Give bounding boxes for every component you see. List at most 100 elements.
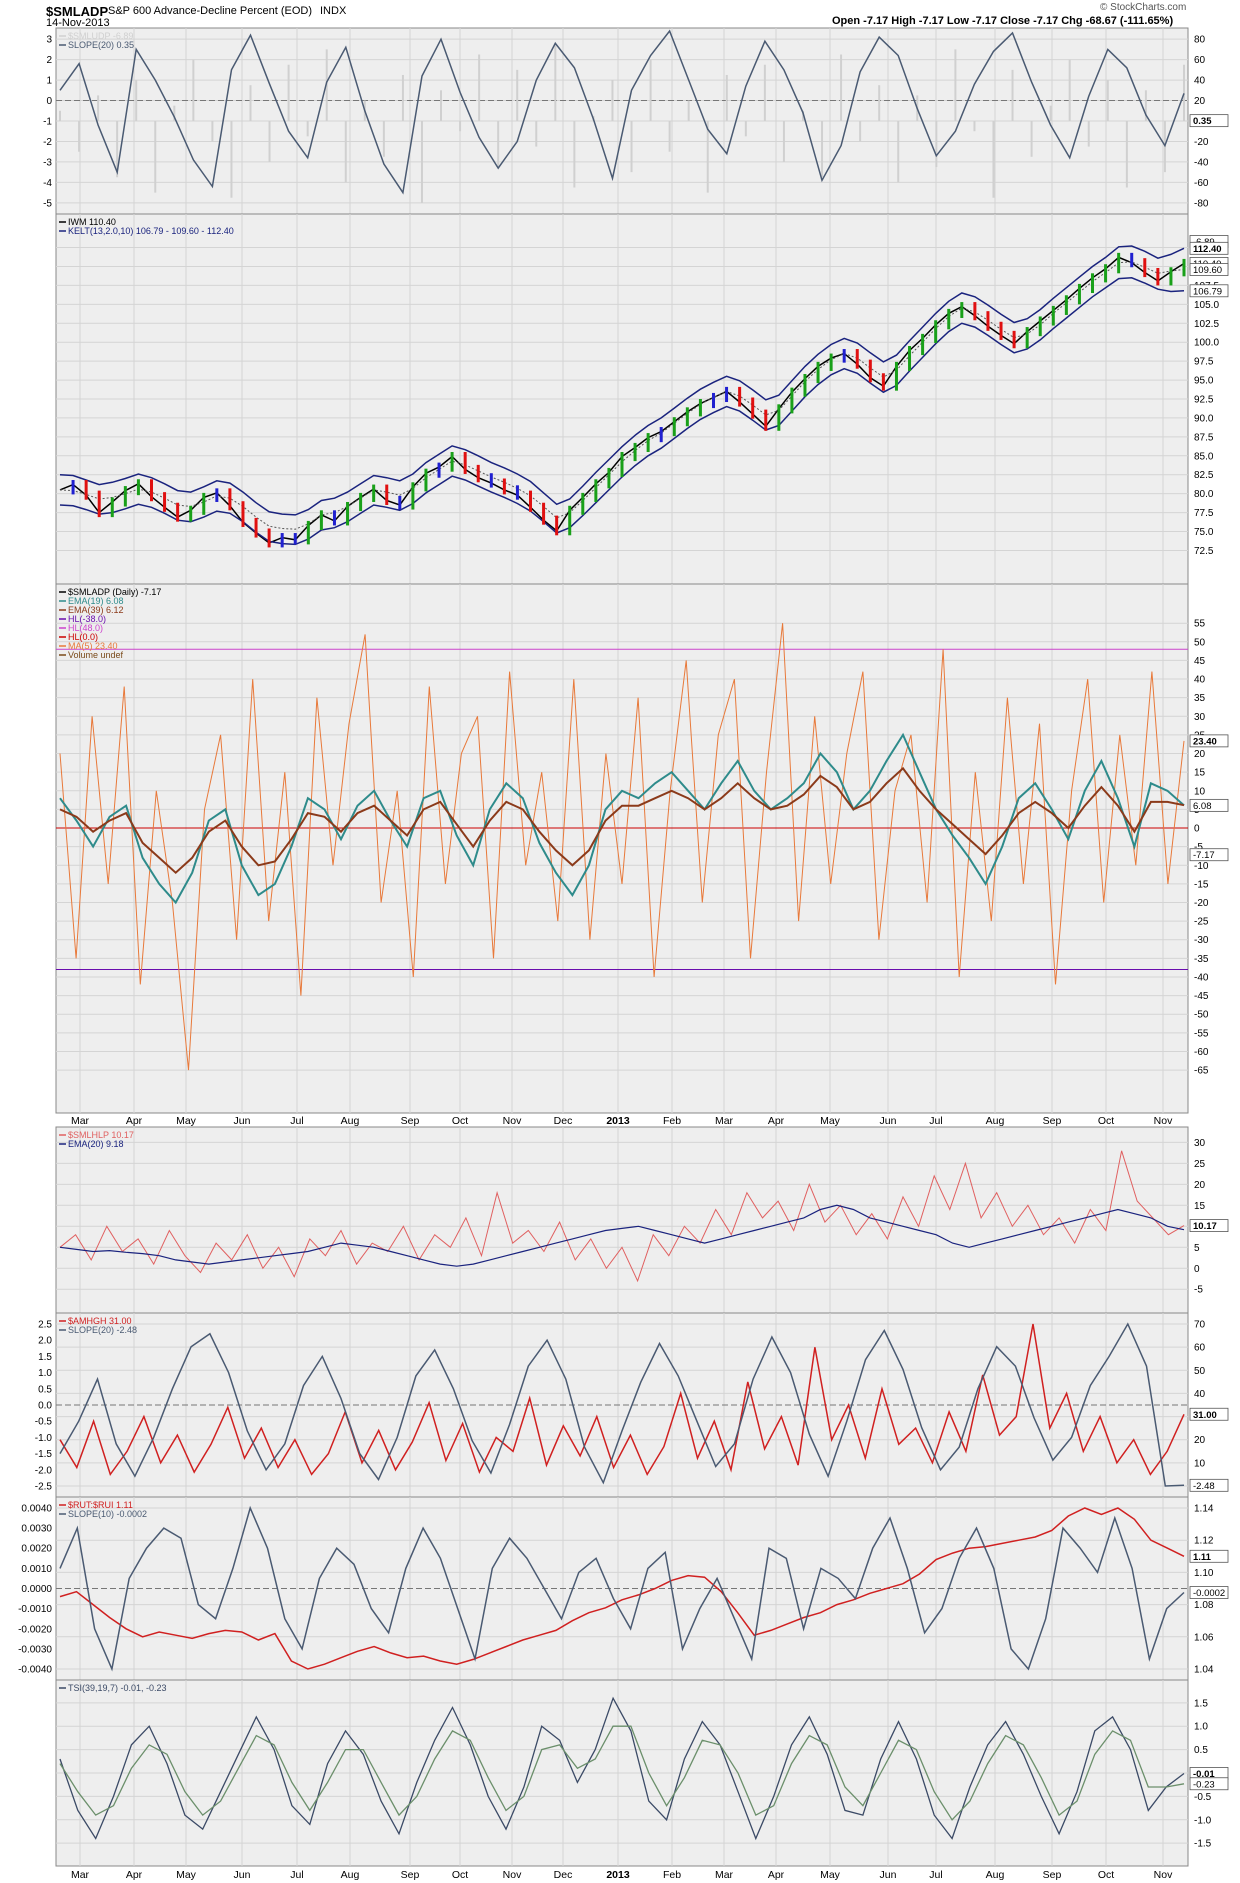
last-value-label: 6.08 xyxy=(1193,801,1212,812)
legend-label: SLOPE(10) -0.0002 xyxy=(68,1509,147,1519)
left-tick-label: -0.5 xyxy=(35,1417,53,1428)
month-label: Jul xyxy=(290,1115,303,1127)
panel-5: 7060504030201002.52.01.51.00.50.0-0.5-1.… xyxy=(35,1312,1229,1498)
left-tick-label: 1.5 xyxy=(38,1352,52,1363)
series-line xyxy=(59,29,1185,195)
right-tick-label: -30 xyxy=(1194,935,1209,946)
series-line xyxy=(59,623,1185,1071)
last-value-label: -7.17 xyxy=(1193,850,1215,861)
right-tick-label: 1.04 xyxy=(1194,1665,1214,1676)
last-value-box xyxy=(1189,284,1229,298)
legend-label: $RUT:$RUI 1.11 xyxy=(68,1500,133,1510)
month-label: Feb xyxy=(663,1115,681,1127)
quote-summary: Open -7.17 High -7.17 Low -7.17 Close -7… xyxy=(832,15,1174,27)
right-tick-label: -40 xyxy=(1194,972,1209,983)
month-label: Dec xyxy=(554,1869,573,1881)
legend-label: SLOPE(20) -2.48 xyxy=(68,1325,137,1335)
header-description: S&P 600 Advance-Decline Percent (EOD) xyxy=(108,5,313,17)
right-tick-label: 105.0 xyxy=(1194,300,1219,311)
last-value-box xyxy=(1189,1219,1229,1232)
right-tick-label: -1.5 xyxy=(1194,1839,1212,1850)
last-value-box xyxy=(1189,1478,1229,1492)
right-tick-label: -0.5 xyxy=(1194,1792,1212,1803)
right-tick-label: -15 xyxy=(1194,879,1209,890)
right-tick-label: 10 xyxy=(1194,786,1206,797)
right-tick-label: 20 xyxy=(1194,1180,1206,1191)
left-tick-label: -1.5 xyxy=(35,1449,53,1460)
legend-label: EMA(39) 6.12 xyxy=(68,605,124,615)
right-tick-label: 40 xyxy=(1194,1389,1206,1400)
series-line xyxy=(59,1696,1185,1841)
right-tick-label: -1.0 xyxy=(1194,1815,1212,1826)
right-tick-label: -20 xyxy=(1194,137,1209,148)
right-tick-label: -25 xyxy=(1194,917,1209,928)
last-value-box xyxy=(1189,1407,1229,1421)
legend-label: SLOPE(20) 0.35 xyxy=(68,40,134,50)
last-value-box xyxy=(1189,1549,1229,1563)
panel-frame xyxy=(55,1126,1189,1314)
left-tick-label: -0.0020 xyxy=(18,1624,52,1635)
legend-label: $SMLADP (Daily) -7.17 xyxy=(68,587,161,597)
legend-label: Volume undef xyxy=(68,650,124,660)
left-tick-label: 2.0 xyxy=(38,1336,52,1347)
left-tick-label: 0.0000 xyxy=(21,1584,52,1595)
right-tick-label: 1.12 xyxy=(1194,1536,1214,1547)
left-tick-label: 0.5 xyxy=(38,1384,52,1395)
right-tick-label: 102.5 xyxy=(1194,319,1219,330)
month-label: Nov xyxy=(1154,1869,1173,1881)
left-tick-label: -5 xyxy=(43,198,52,209)
legend-label: TSI(39,19,7) -0.01, -0.23 xyxy=(68,1683,167,1693)
right-tick-label: 40 xyxy=(1194,76,1206,87)
right-tick-label: -5 xyxy=(1194,1285,1203,1296)
left-tick-label: 3 xyxy=(46,35,52,46)
month-label: Apr xyxy=(768,1115,785,1127)
right-tick-label: 90.0 xyxy=(1194,413,1214,424)
month-label: Oct xyxy=(1098,1115,1114,1127)
last-value-label: -0.0002 xyxy=(1193,1588,1225,1599)
legend-label: $SMLHLP 10.17 xyxy=(68,1130,134,1140)
month-label: Jul xyxy=(929,1115,942,1127)
right-tick-label: -45 xyxy=(1194,991,1209,1002)
month-label: Mar xyxy=(715,1869,734,1881)
right-tick-label: 95.0 xyxy=(1194,376,1214,387)
legend-label: KELT(13,2.0,10) 106.79 - 109.60 - 112.40 xyxy=(68,226,234,236)
right-tick-label: 45 xyxy=(1194,656,1206,667)
left-tick-label: 0.0030 xyxy=(21,1524,52,1535)
month-label: 2013 xyxy=(606,1869,630,1881)
right-tick-label: 0.5 xyxy=(1194,1745,1208,1756)
left-tick-label: 1.0 xyxy=(38,1368,52,1379)
series-line xyxy=(59,732,1185,905)
left-tick-label: 0 xyxy=(46,96,52,107)
month-label: Aug xyxy=(341,1115,360,1127)
month-label: Mar xyxy=(71,1115,90,1127)
month-label: Aug xyxy=(341,1869,360,1881)
month-label: Jun xyxy=(234,1869,251,1881)
right-tick-label: 1.14 xyxy=(1194,1503,1214,1514)
right-tick-label: 87.5 xyxy=(1194,432,1214,443)
right-tick-label: 70 xyxy=(1194,1320,1206,1331)
month-label: Jul xyxy=(290,1869,303,1881)
right-tick-label: -50 xyxy=(1194,1010,1209,1021)
right-tick-label: 20 xyxy=(1194,1435,1206,1446)
last-value-label: 109.60 xyxy=(1193,265,1222,276)
series-line xyxy=(59,1323,1185,1477)
month-label: Aug xyxy=(986,1115,1005,1127)
month-label: Feb xyxy=(663,1869,681,1881)
right-tick-label: -60 xyxy=(1194,178,1209,189)
month-label: Apr xyxy=(768,1869,785,1881)
series-line xyxy=(59,1507,1185,1670)
left-tick-label: -2.0 xyxy=(35,1465,53,1476)
month-label: Dec xyxy=(554,1115,573,1127)
right-tick-label: -55 xyxy=(1194,1028,1209,1039)
right-tick-label: 5 xyxy=(1194,1243,1200,1254)
month-label: Oct xyxy=(1098,1869,1114,1881)
legend-label: MA(5) 23.40 xyxy=(68,641,118,651)
right-tick-label: 30 xyxy=(1194,712,1206,723)
series-line xyxy=(59,766,1185,875)
month-label: Nov xyxy=(503,1869,522,1881)
right-tick-label: 1.10 xyxy=(1194,1568,1214,1579)
right-tick-label: 20 xyxy=(1194,749,1206,760)
left-tick-label: -3 xyxy=(43,157,52,168)
